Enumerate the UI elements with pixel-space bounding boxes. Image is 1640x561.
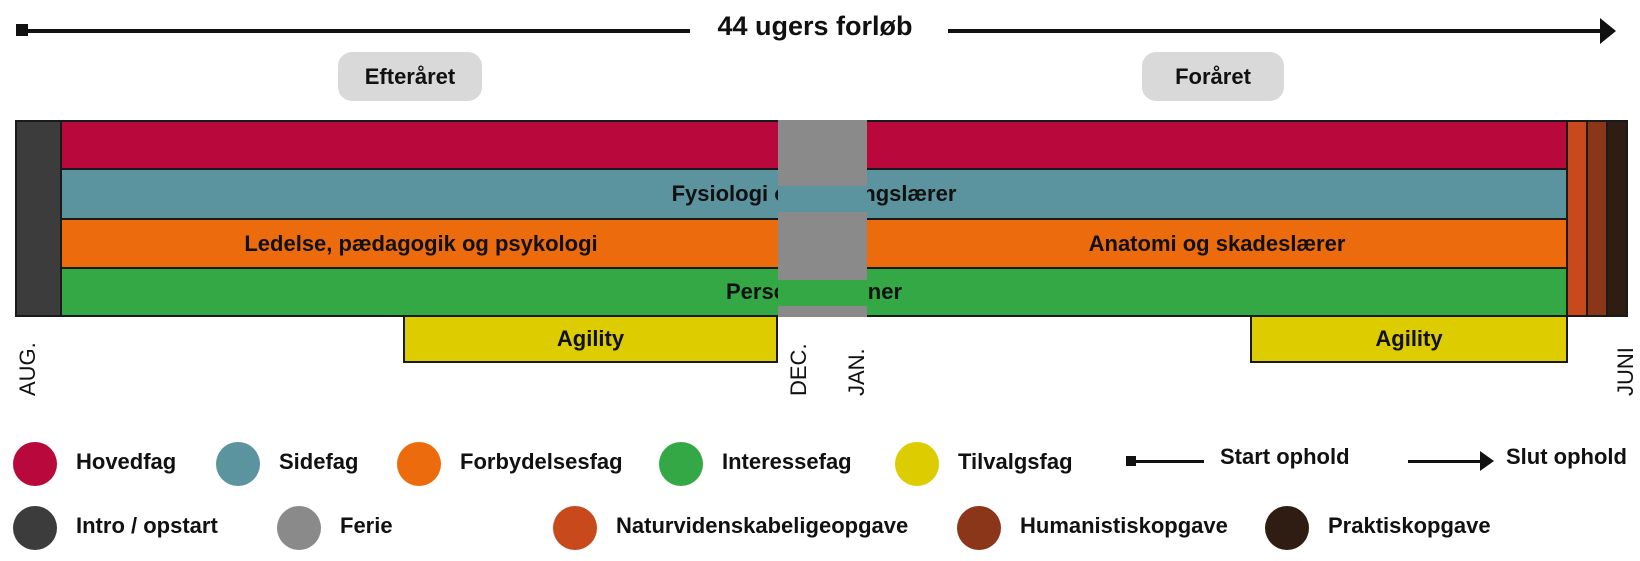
legend-slut-label: Slut ophold	[1506, 444, 1627, 469]
legend-natur-swatch	[553, 506, 597, 550]
agility-autumn-label: Agility	[556, 326, 625, 351]
legend-ferie-swatch	[277, 506, 321, 550]
row-forbydelsesfag-left-label: Ledelse, pædagogik og psykologi	[244, 230, 598, 256]
month-dec: DEC.	[786, 343, 811, 396]
legend-ferie-label: Ferie	[340, 513, 393, 538]
timeline-line-right	[948, 29, 1604, 33]
legend-interessefag-swatch	[659, 442, 703, 486]
legend-sidefag-swatch	[216, 442, 260, 486]
intro-block	[15, 120, 62, 317]
legend-tilvalgsfag-swatch	[895, 442, 939, 486]
season-autumn: Efteråret	[338, 52, 482, 101]
season-spring: Foråret	[1142, 52, 1284, 101]
legend-slut-line	[1408, 460, 1484, 463]
natur-opgave-block	[1566, 120, 1588, 317]
agility-spring: Agility	[1250, 315, 1568, 363]
ferie-overlap-sidefag	[778, 186, 867, 212]
ferie-overlap-interessefag	[778, 280, 867, 306]
end-arrowhead	[1600, 18, 1616, 44]
legend-start-square	[1126, 456, 1136, 466]
praktisk-opgave-block	[1606, 120, 1628, 317]
agility-autumn: Agility	[403, 315, 778, 363]
row-forbydelsesfag-right-label: Anatomi og skadeslærer	[1088, 230, 1346, 256]
human-opgave-block	[1586, 120, 1608, 317]
legend-praktisk-swatch	[1265, 506, 1309, 550]
legend-intro-swatch	[13, 506, 57, 550]
legend-forbydelsesfag-label: Forbydelsesfag	[460, 449, 623, 474]
legend-tilvalgsfag-label: Tilvalgsfag	[958, 449, 1073, 474]
legend-interessefag-label: Interessefag	[722, 449, 852, 474]
legend-human-label: Humanistiskopgave	[1020, 513, 1228, 538]
legend-forbydelsesfag-swatch	[397, 442, 441, 486]
agility-spring-label: Agility	[1375, 326, 1443, 351]
legend-praktisk-label: Praktiskopgave	[1328, 513, 1491, 538]
month-jan: JAN.	[844, 348, 869, 396]
legend-human-swatch	[957, 506, 1001, 550]
timeline-title: 44 ugers forløb	[717, 11, 913, 41]
legend-start-line	[1132, 460, 1204, 463]
month-juni: JUNI	[1613, 347, 1638, 396]
month-aug: AUG.	[15, 342, 40, 396]
legend-start-label: Start ophold	[1220, 444, 1350, 469]
legend-natur-label: Naturvidenskabeligeopgave	[616, 513, 909, 538]
legend-hovedfag-label: Hovedfag	[76, 449, 177, 474]
legend-intro-label: Intro / opstart	[76, 513, 218, 538]
legend-sidefag-label: Sidefag	[279, 449, 359, 474]
legend-slut-arrowhead	[1480, 451, 1494, 471]
legend-hovedfag-swatch	[13, 442, 57, 486]
timeline-line-left	[22, 29, 690, 33]
